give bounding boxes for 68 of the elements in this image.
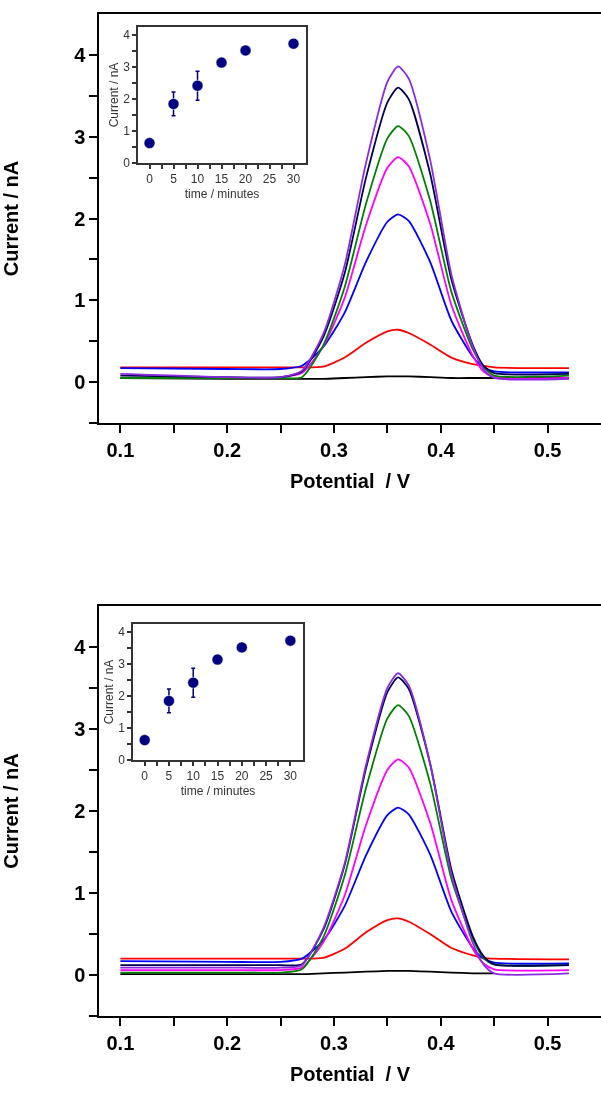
x-tick-label: 30	[283, 769, 298, 784]
x-tick-label: 0.1	[106, 1031, 135, 1054]
x-tick-label: 25	[262, 172, 277, 187]
point	[211, 653, 224, 666]
y-tick-label: 2	[123, 92, 131, 107]
y-tick-label: 3	[74, 125, 86, 148]
x-tick-label: 20	[235, 769, 249, 784]
x-axis-title: Potential / V	[289, 1062, 411, 1085]
point	[167, 98, 180, 110]
y-tick-label: 0	[74, 371, 86, 394]
x-tick-label: 0.5	[533, 438, 562, 461]
y-tick-label: 4	[74, 43, 87, 66]
y-axis-title: Current / nA	[106, 62, 121, 128]
y-axis-title: Current / nA	[0, 160, 22, 277]
x-tick-label: 15	[214, 172, 229, 187]
x-tick-label: 0.2	[213, 1031, 242, 1054]
y-tick-label: 1	[118, 721, 126, 736]
point	[284, 634, 297, 647]
line-series	[119, 213, 570, 374]
x-tick-label: 5	[165, 769, 173, 784]
x-tick-label: 0	[146, 172, 154, 187]
point	[215, 56, 228, 69]
x-axis-title: Potential / V	[289, 469, 411, 492]
y-axis-title: Current / nA	[101, 659, 116, 725]
y-tick-label: 3	[123, 59, 131, 74]
y-tick-label: 2	[74, 800, 86, 822]
x-tick-label: 0.2	[213, 438, 242, 461]
point	[138, 734, 151, 746]
y-tick-label: 3	[74, 718, 86, 740]
y-tick-label: 3	[118, 656, 126, 671]
line-series	[119, 806, 570, 965]
y-tick-label: 0	[118, 753, 126, 768]
y-tick-label: 4	[118, 624, 126, 639]
y-tick-label: 0	[123, 156, 131, 171]
x-tick-label: 20	[238, 172, 253, 187]
x-axis-title: time / minutes	[184, 186, 260, 201]
y-tick-label: 2	[74, 207, 86, 230]
x-tick-label: 0.4	[426, 1031, 456, 1054]
x-tick-label: 10	[190, 172, 205, 187]
y-tick-label: 2	[118, 689, 126, 704]
x-tick-label: 0	[141, 769, 149, 784]
point	[163, 695, 175, 707]
x-tick-label: 10	[186, 769, 201, 784]
point	[191, 79, 204, 92]
y-tick-label: 0	[74, 964, 86, 986]
point	[187, 676, 199, 689]
y-tick-label: 1	[123, 124, 131, 139]
x-tick-label: 0.1	[106, 438, 135, 461]
point	[287, 37, 300, 50]
line-series	[119, 328, 570, 370]
point	[236, 641, 248, 654]
x-tick-label: 0.3	[320, 438, 348, 461]
x-tick-label: 15	[210, 769, 225, 784]
y-tick-label: 1	[74, 289, 86, 312]
x-tick-label: 5	[170, 172, 178, 187]
x-tick-label: 25	[259, 769, 274, 784]
x-axis-title: time / minutes	[180, 783, 256, 798]
x-tick-label: 0.4	[426, 438, 456, 461]
line-series	[119, 917, 570, 961]
y-tick-label: 4	[123, 27, 131, 42]
y-axis-title: Current / nA	[0, 753, 22, 869]
x-tick-label: 30	[286, 172, 301, 187]
x-tick-label: 0.3	[320, 1031, 348, 1054]
y-tick-label: 1	[74, 882, 86, 904]
x-tick-label: 0.5	[533, 1031, 562, 1054]
point	[143, 137, 156, 149]
point	[239, 44, 252, 57]
y-tick-label: 4	[74, 636, 87, 658]
